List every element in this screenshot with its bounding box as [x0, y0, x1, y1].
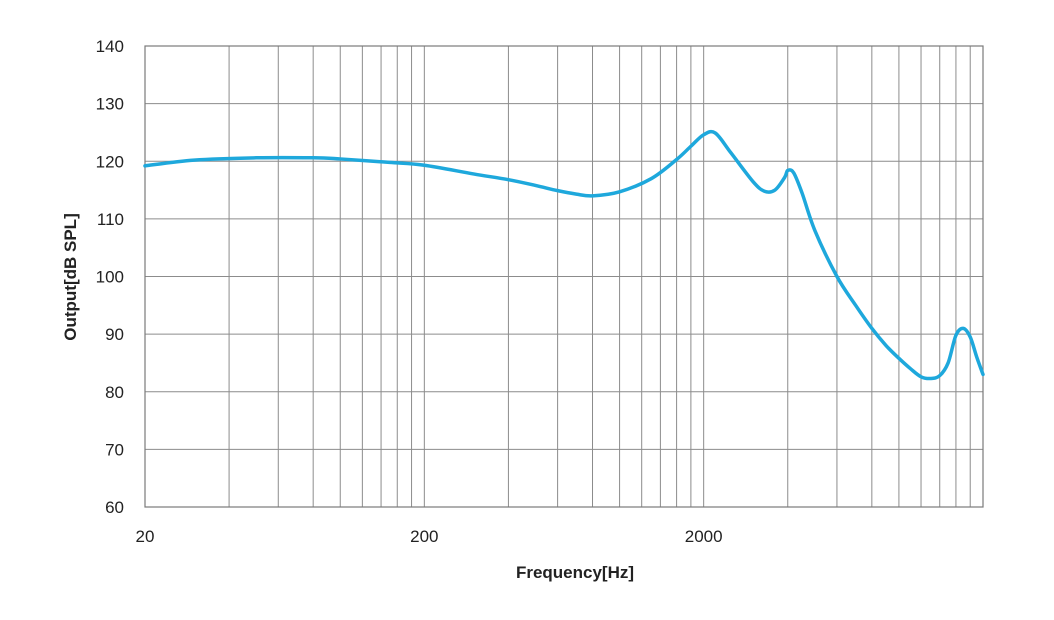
x-tick-label: 20	[136, 527, 155, 546]
x-axis-title: Frequency[Hz]	[516, 563, 634, 582]
y-tick-label: 90	[105, 325, 124, 344]
y-tick-label: 60	[105, 498, 124, 517]
response-curve	[143, 129, 985, 381]
y-tick-label: 140	[96, 37, 124, 56]
x-tick-labels: 20 200 2000	[136, 527, 723, 546]
x-tick-label: 2000	[685, 527, 723, 546]
y-axis-title: Output[dB SPL]	[61, 213, 80, 340]
grid	[144, 45, 983, 508]
y-tick-label: 120	[96, 152, 124, 171]
y-tick-label: 130	[96, 95, 124, 114]
x-tick-label: 200	[410, 527, 438, 546]
y-tick-labels: 60 70 80 90 100 110 120 130 140	[96, 37, 124, 517]
plot-border	[144, 45, 984, 508]
series-layer	[143, 129, 985, 381]
plot-frame	[144, 45, 984, 508]
y-tick-label: 110	[97, 210, 124, 229]
y-tick-label: 70	[105, 440, 124, 459]
y-tick-label: 80	[105, 383, 124, 402]
y-tick-label: 100	[96, 268, 124, 287]
